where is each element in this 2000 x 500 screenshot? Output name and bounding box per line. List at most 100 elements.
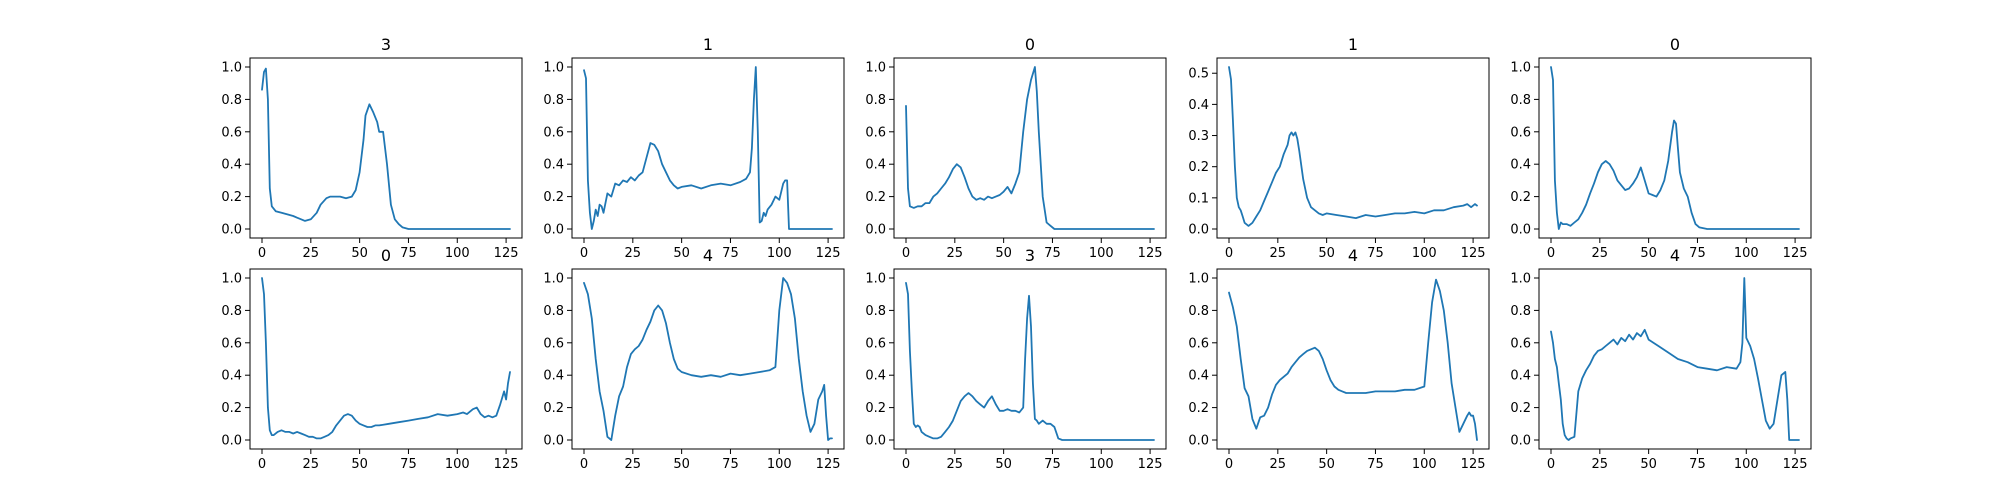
x-tick-label: 100 [1734,246,1759,261]
x-tick-label: 25 [625,457,642,472]
y-tick-label: 0.0 [1510,434,1531,449]
y-tick-label: 0.0 [1510,223,1531,238]
x-tick-label: 25 [947,246,964,261]
y-tick-label: 1.0 [1510,61,1531,76]
y-tick-label: 0.8 [1510,304,1531,319]
y-tick-label: 0.2 [543,401,564,416]
x-tick-label: 50 [673,457,690,472]
series-line [1228,66,1478,227]
x-tick-label: 0 [258,246,266,261]
y-tick-label: 0.4 [543,369,564,384]
panel-title: 0 [1025,35,1035,54]
y-tick-label: 0.2 [1188,160,1209,175]
panel-title: 1 [703,35,713,54]
y-tick-label: 0.4 [1510,158,1531,173]
y-tick-label: 0.0 [865,434,886,449]
x-tick-label: 125 [816,246,841,261]
y-tick-label: 0.6 [865,336,886,351]
y-tick-label: 0.6 [221,336,242,351]
x-tick-label: 100 [445,246,470,261]
x-tick-label: 25 [1270,457,1287,472]
y-tick-label: 0.5 [1188,67,1209,82]
x-tick-label: 100 [1734,457,1759,472]
y-tick-label: 0.4 [865,158,886,173]
axes-frame [1216,57,1490,239]
y-tick-label: 0.8 [1510,93,1531,108]
x-tick-label: 0 [902,457,910,472]
y-tick-label: 0.8 [543,93,564,108]
x-tick-label: 50 [351,457,368,472]
axes-frame [893,57,1167,239]
y-tick-label: 0.0 [1188,223,1209,238]
y-tick-label: 0.4 [1188,98,1209,113]
y-tick-label: 0.8 [221,304,242,319]
y-tick-label: 0.4 [221,369,242,384]
x-tick-label: 50 [1318,457,1335,472]
y-tick-label: 0.8 [865,93,886,108]
x-tick-label: 25 [303,246,320,261]
x-tick-label: 125 [1461,246,1486,261]
x-tick-label: 0 [902,246,910,261]
y-tick-label: 0.4 [865,369,886,384]
y-tick-label: 1.0 [543,272,564,287]
axes-frame [1216,268,1490,450]
y-tick-label: 0.0 [543,223,564,238]
panel-title: 4 [1670,246,1680,265]
x-tick-label: 75 [722,457,739,472]
x-tick-label: 125 [1138,246,1163,261]
x-tick-label: 0 [1547,246,1555,261]
series-line [1550,66,1800,230]
y-tick-label: 0.2 [221,401,242,416]
y-tick-label: 1.0 [221,272,242,287]
x-tick-label: 100 [1089,457,1114,472]
x-tick-label: 100 [445,457,470,472]
x-tick-label: 100 [1412,457,1437,472]
x-tick-label: 50 [995,246,1012,261]
chart-panel-6: 0 0 25 50 75 100 125 0.0 0.2 0.4 0.6 0.8 1.0 [221,246,523,472]
x-tick-label: 75 [1689,246,1706,261]
series-line [1228,278,1478,441]
y-tick-label: 0.2 [543,190,564,205]
x-tick-label: 75 [400,457,417,472]
y-tick-label: 0.4 [1510,369,1531,384]
y-tick-label: 1.0 [1510,272,1531,287]
y-tick-label: 0.1 [1188,191,1209,206]
y-tick-label: 1.0 [221,61,242,76]
x-tick-label: 75 [1367,246,1384,261]
x-tick-label: 125 [1783,246,1808,261]
panel-title: 3 [1025,246,1035,265]
x-tick-label: 0 [1225,246,1233,261]
chart-panel-2: 1 0 25 50 75 100 125 0.0 0.2 0.4 0.6 0.8 1.0 [543,35,845,261]
y-tick-label: 1.0 [543,61,564,76]
y-tick-label: 1.0 [865,272,886,287]
y-tick-label: 0.6 [543,125,564,140]
chart-panel-3: 0 0 25 50 75 100 125 0.0 0.2 0.4 0.6 0.8 1.0 [865,35,1167,261]
chart-panel-8: 3 0 25 50 75 100 125 0.0 0.2 0.4 0.6 0.8 1.0 [865,246,1167,472]
x-tick-label: 75 [1689,457,1706,472]
x-tick-label: 50 [1318,246,1335,261]
x-tick-label: 100 [767,457,792,472]
x-tick-label: 125 [816,457,841,472]
x-tick-label: 50 [1640,457,1657,472]
axes-frame [1538,57,1812,239]
x-tick-label: 125 [494,246,519,261]
x-tick-label: 0 [580,457,588,472]
y-tick-label: 0.6 [221,125,242,140]
y-tick-label: 0.6 [1510,125,1531,140]
x-tick-label: 25 [1270,246,1287,261]
y-tick-label: 0.2 [865,401,886,416]
axes-frame [893,268,1167,450]
x-tick-label: 75 [722,246,739,261]
x-tick-label: 50 [673,246,690,261]
chart-panel-7: 4 0 25 50 75 100 125 0.0 0.2 0.4 0.6 0.8 1.0 [543,246,845,472]
chart-panel-5: 0 0 25 50 75 100 125 0.0 0.2 0.4 0.6 0.8 1.0 [1510,35,1812,261]
axes-frame [249,57,523,239]
panel-title: 1 [1348,35,1358,54]
y-tick-label: 0.0 [221,434,242,449]
y-tick-label: 0.6 [1510,336,1531,351]
x-tick-label: 25 [625,246,642,261]
panel-title: 0 [381,246,391,265]
y-tick-label: 0.3 [1188,129,1209,144]
x-tick-label: 25 [947,457,964,472]
y-tick-label: 0.0 [865,223,886,238]
